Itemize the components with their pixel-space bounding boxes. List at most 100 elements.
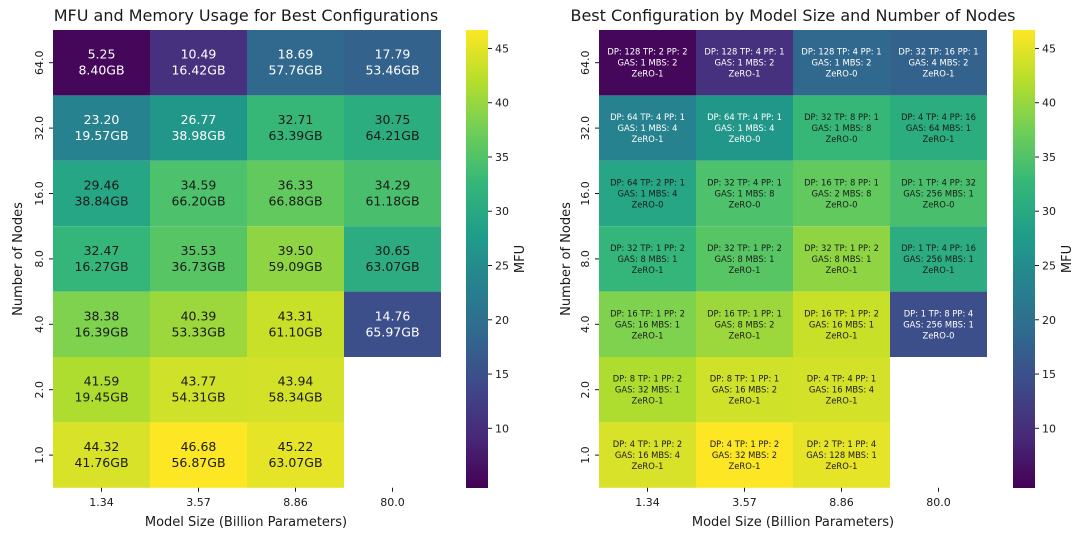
left-colorbar — [466, 30, 488, 488]
y-tick-label: 16.0 — [33, 181, 46, 206]
cell-parallelism-label: DP: 4 TP: 4 PP: 1 — [807, 374, 877, 384]
cell-zero-label: ZeRO-1 — [826, 461, 858, 471]
x-tick-label: 80.0 — [926, 496, 951, 509]
heatmap-cell — [696, 95, 793, 161]
left-heatmap-cells: 5.258.40GB10.4916.42GB18.6957.76GB17.795… — [53, 30, 441, 488]
heatmap-cell — [696, 160, 793, 227]
heatmap-cell — [599, 160, 696, 227]
heatmap-cell — [150, 226, 247, 292]
cell-zero-label: ZeRO-0 — [826, 134, 858, 144]
y-tick-label: 64.0 — [579, 50, 592, 74]
heatmap-cell — [247, 291, 344, 357]
colorbar-tick-label: 25 — [495, 260, 509, 273]
cell-zero-label: ZeRO-1 — [923, 134, 955, 144]
heatmap-cell — [53, 422, 150, 488]
cell-zero-label: ZeRO-1 — [923, 69, 955, 79]
cell-parallelism-label: DP: 32 TP: 1 PP: 2 — [610, 243, 685, 253]
cell-batch-label: GAS: 32 MBS: 2 — [712, 450, 777, 460]
heatmap-cell — [53, 357, 150, 423]
cell-parallelism-label: DP: 128 TP: 4 PP: 1 — [704, 47, 784, 57]
colorbar-tick-label: 25 — [1042, 260, 1056, 273]
left-colorbar-label: MFU — [513, 245, 528, 273]
cell-batch-label: GAS: 4 MBS: 2 — [909, 58, 969, 68]
colorbar-tick-label: 35 — [1042, 151, 1056, 164]
cell-parallelism-label: DP: 64 TP: 2 PP: 1 — [610, 178, 685, 188]
cell-zero-label: ZeRO-1 — [729, 461, 761, 471]
cell-mfu-label: 43.77 — [181, 374, 217, 389]
y-tick-label: 2.0 — [33, 381, 46, 399]
heatmap-cell — [696, 226, 793, 292]
cell-memory-label: 57.76GB — [268, 63, 322, 78]
cell-parallelism-label: DP: 4 TP: 1 PP: 2 — [710, 439, 780, 449]
cell-batch-label: GAS: 2 MBS: 8 — [812, 189, 872, 199]
y-tick-label: 1.0 — [33, 446, 46, 464]
cell-memory-label: 66.88GB — [268, 194, 322, 209]
left-chart-title: MFU and Memory Usage for Best Configurat… — [54, 6, 439, 25]
cell-parallelism-label: DP: 1 TP: 4 PP: 32 — [901, 178, 976, 188]
x-tick-label: 80.0 — [380, 496, 405, 509]
heatmap-cell — [247, 357, 344, 423]
cell-batch-label: GAS: 1 MBS: 2 — [715, 58, 775, 68]
cell-parallelism-label: DP: 16 TP: 1 PP: 1 — [707, 308, 782, 318]
cell-batch-label: GAS: 1 MBS: 8 — [715, 189, 775, 199]
cell-memory-label: 53.46GB — [365, 63, 419, 78]
cell-mfu-label: 26.77 — [181, 112, 217, 127]
heatmap-cell — [793, 291, 890, 357]
cell-memory-label: 65.97GB — [365, 324, 419, 339]
cell-mfu-label: 46.68 — [181, 439, 217, 454]
cell-mfu-label: 34.29 — [375, 178, 411, 193]
cell-parallelism-label: DP: 16 TP: 1 PP: 2 — [804, 308, 879, 318]
cell-batch-label: GAS: 16 MBS: 4 — [809, 385, 874, 395]
heatmap-cell — [53, 226, 150, 292]
cell-batch-label: GAS: 256 MBS: 1 — [903, 254, 974, 264]
cell-memory-label: 19.57GB — [74, 128, 128, 143]
colorbar-tick-label: 15 — [495, 368, 509, 381]
right-colorbar-ticks: 10 15 20 25 30 35 40 45 — [1035, 42, 1056, 435]
cell-zero-label: ZeRO-0 — [729, 134, 761, 144]
heatmap-cell — [890, 95, 987, 161]
cell-zero-label: ZeRO-1 — [632, 461, 664, 471]
cell-mfu-label: 44.32 — [84, 439, 120, 454]
cell-zero-label: ZeRO-0 — [632, 200, 664, 210]
x-tick-label: 8.86 — [829, 496, 854, 509]
cell-batch-label: GAS: 1 MBS: 2 — [812, 58, 872, 68]
heatmap-cell — [599, 357, 696, 423]
cell-parallelism-label: DP: 128 TP: 4 PP: 1 — [801, 47, 881, 57]
cell-batch-label: GAS: 256 MBS: 1 — [903, 189, 974, 199]
cell-batch-label: GAS: 16 MBS: 1 — [615, 319, 680, 329]
y-tick-label: 32.0 — [33, 116, 46, 141]
cell-batch-label: GAS: 32 MBS: 1 — [615, 385, 680, 395]
left-colorbar-ticks: 10 15 20 25 30 35 40 45 — [488, 42, 509, 435]
heatmap-cell — [344, 160, 441, 227]
cell-zero-label: ZeRO-1 — [632, 396, 664, 406]
heatmap-cell — [53, 160, 150, 227]
left-y-axis: 64.0 32.0 16.0 8.0 4.0 2.0 1.0 — [33, 50, 53, 464]
cell-zero-label: ZeRO-1 — [632, 134, 664, 144]
cell-memory-label: 59.09GB — [268, 259, 322, 274]
left-x-axis: 1.34 3.57 8.86 80.0 — [89, 487, 405, 509]
heatmap-cell — [793, 95, 890, 161]
cell-memory-label: 53.33GB — [171, 324, 225, 339]
heatmap-cell — [53, 291, 150, 357]
cell-mfu-label: 32.47 — [84, 243, 120, 258]
cell-zero-label: ZeRO-0 — [923, 200, 955, 210]
cell-parallelism-label: DP: 16 TP: 1 PP: 2 — [610, 308, 685, 318]
colorbar-tick-label: 20 — [1042, 314, 1056, 327]
cell-zero-label: ZeRO-1 — [632, 330, 664, 340]
cell-memory-label: 58.34GB — [268, 390, 322, 405]
cell-memory-label: 16.42GB — [171, 63, 225, 78]
cell-parallelism-label: DP: 32 TP: 1 PP: 2 — [707, 243, 782, 253]
heatmap-cell — [344, 30, 441, 96]
x-tick-label: 1.34 — [635, 496, 660, 509]
cell-mfu-label: 30.75 — [375, 112, 411, 127]
cell-batch-label: GAS: 8 MBS: 1 — [618, 254, 678, 264]
cell-batch-label: GAS: 8 MBS: 1 — [812, 254, 872, 264]
heatmap-cell — [599, 422, 696, 488]
y-tick-label: 4.0 — [33, 316, 46, 334]
x-tick-label: 3.57 — [186, 496, 211, 509]
cell-mfu-label: 39.50 — [278, 243, 314, 258]
cell-memory-label: 64.21GB — [365, 128, 419, 143]
cell-zero-label: ZeRO-1 — [632, 265, 664, 275]
heatmap-cell — [599, 95, 696, 161]
